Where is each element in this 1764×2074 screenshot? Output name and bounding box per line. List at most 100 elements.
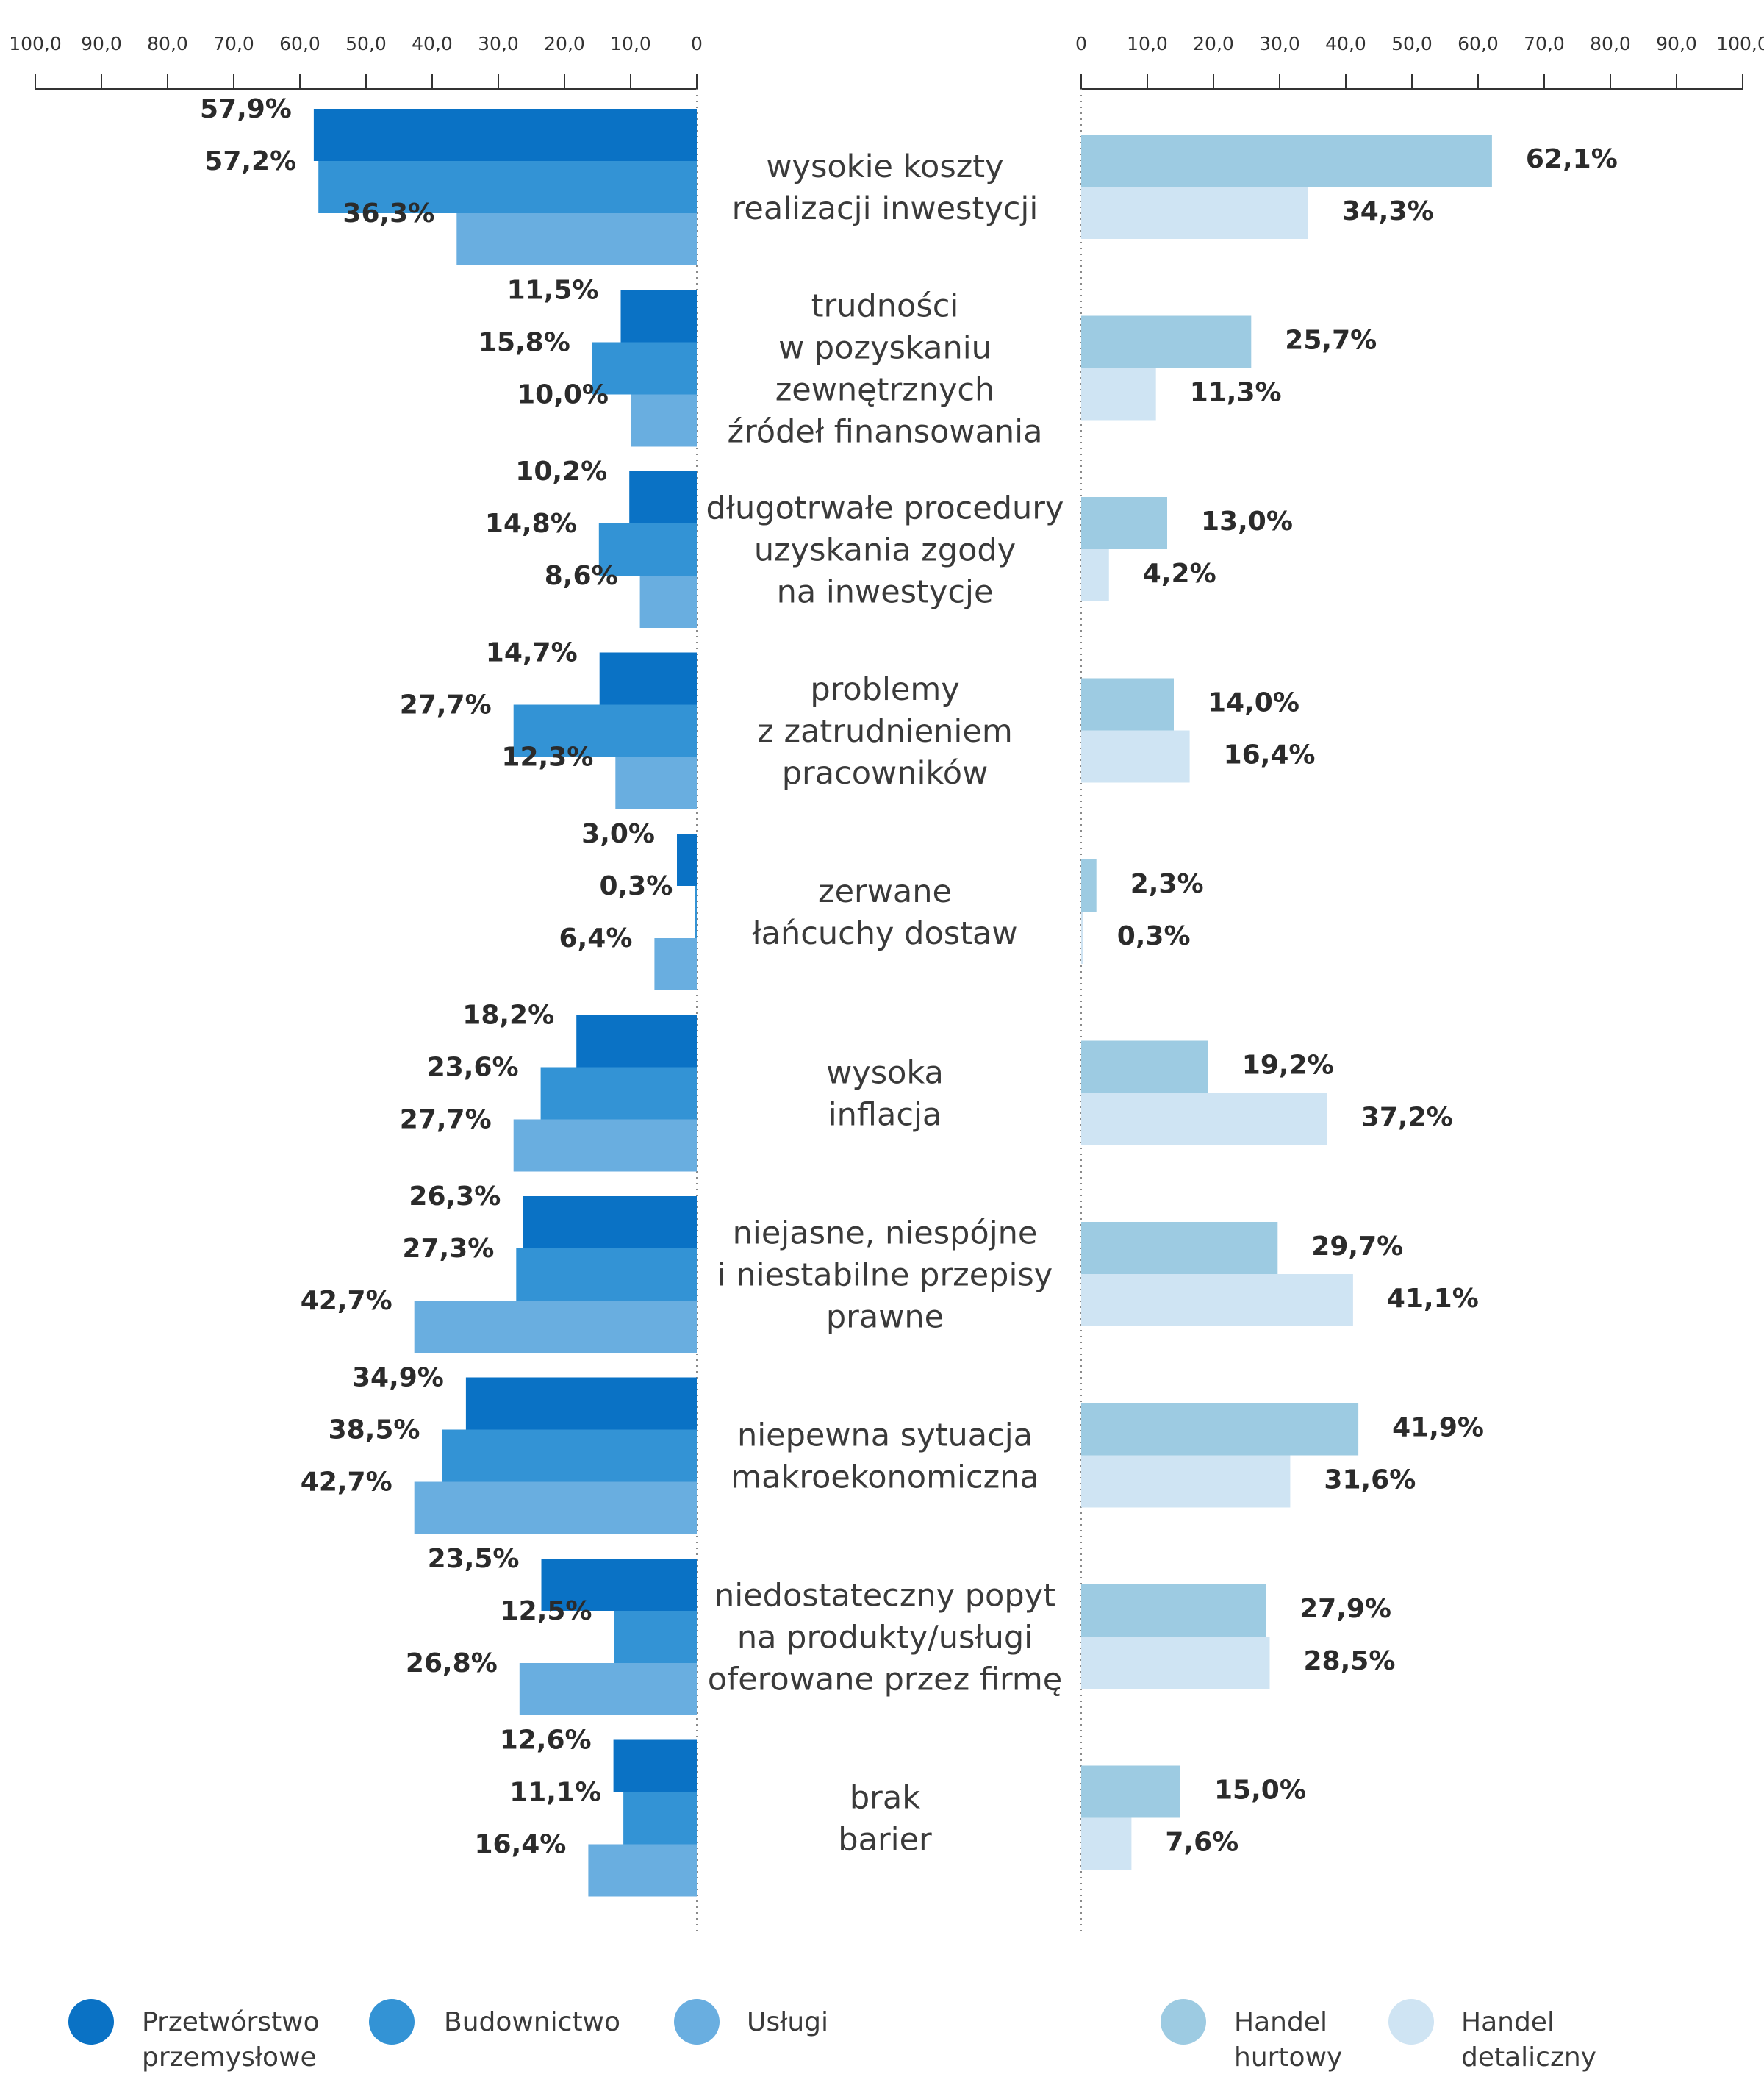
category-label: prawne — [826, 1299, 944, 1336]
bar — [588, 1844, 697, 1897]
legend-label: Przetwórstwo — [142, 2007, 320, 2037]
category-label: na produkty/usługi — [737, 1620, 1033, 1656]
legend-label: Handel — [1234, 2007, 1327, 2037]
data-label: 3,0% — [581, 819, 655, 849]
data-label: 14,7% — [486, 638, 578, 668]
right-axis-tick-label: 60,0 — [1458, 33, 1499, 54]
data-label: 18,2% — [462, 1001, 554, 1031]
bars — [313, 109, 1492, 1897]
bar — [599, 652, 697, 705]
left-axis-tick-label: 70,0 — [213, 33, 254, 54]
bar — [414, 1301, 697, 1353]
data-label: 23,6% — [427, 1053, 519, 1083]
data-label: 11,5% — [507, 276, 599, 306]
bar — [1081, 1584, 1266, 1637]
category-label: trudności — [811, 288, 959, 325]
bar — [519, 1663, 697, 1715]
bar — [1081, 1817, 1132, 1870]
category-label: niedostateczny popyt — [714, 1578, 1055, 1614]
data-label: 34,9% — [352, 1363, 444, 1393]
category-label: brak — [850, 1780, 920, 1817]
bar — [613, 1739, 697, 1792]
left-axis-tick-label: 80,0 — [147, 33, 188, 54]
data-label: 37,2% — [1361, 1103, 1453, 1133]
legend-label: Budownictwo — [444, 2007, 620, 2037]
legend-swatch — [674, 1999, 720, 2045]
right-axis-tick-label: 20,0 — [1193, 33, 1234, 54]
data-label: 19,2% — [1242, 1051, 1334, 1081]
bar — [513, 1119, 697, 1172]
right-axis-tick-label: 0 — [1075, 33, 1087, 54]
legend-swatch — [1388, 1999, 1434, 2045]
data-label: 25,7% — [1285, 326, 1377, 356]
data-label: 10,2% — [515, 457, 607, 487]
data-label: 14,0% — [1208, 688, 1299, 718]
left-axis-tick-label: 60,0 — [279, 33, 320, 54]
bar — [1081, 1637, 1270, 1689]
data-label: 26,8% — [406, 1648, 498, 1678]
bar — [1081, 678, 1174, 731]
bar — [1081, 1274, 1353, 1326]
category-label: niejasne, niespójne — [733, 1215, 1038, 1252]
category-label: łańcuchy dostaw — [752, 915, 1017, 952]
bar — [465, 1377, 697, 1430]
bar — [592, 342, 697, 395]
data-label: 11,1% — [509, 1778, 601, 1808]
data-label: 14,8% — [485, 509, 577, 539]
data-label: 16,4% — [1224, 740, 1316, 770]
left-axis-tick-label: 90,0 — [81, 33, 122, 54]
data-label: 16,4% — [474, 1830, 566, 1860]
right-axis-tick-label: 30,0 — [1259, 33, 1300, 54]
category-labels: wysokie koszty realizacji inwestycji trudn… — [706, 149, 1064, 1859]
data-label: 4,2% — [1143, 559, 1216, 589]
category-label: pracowników — [782, 755, 989, 792]
category-label: i niestabilne przepisy — [717, 1257, 1053, 1294]
bar — [620, 290, 697, 343]
legend-label: Usługi — [747, 2007, 828, 2037]
category-label: oferowane przez firmę — [708, 1662, 1062, 1698]
bar — [456, 213, 697, 265]
category-label: uzyskania zgody — [754, 532, 1016, 569]
left-axis-tick-label: 50,0 — [345, 33, 387, 54]
bar — [1081, 1455, 1291, 1508]
data-label: 12,6% — [500, 1726, 592, 1756]
left-x-axis: 100,0 90,0 80,0 70,0 60,0 50,0 40,0 30,0 20,0 10,… — [9, 33, 703, 90]
bar — [1081, 1222, 1278, 1274]
data-label: 27,3% — [402, 1234, 494, 1264]
bar — [1081, 368, 1156, 421]
data-label: 31,6% — [1324, 1465, 1416, 1495]
data-label: 57,9% — [200, 94, 292, 124]
bar — [1081, 1765, 1180, 1818]
category-label: makroekonomiczna — [731, 1459, 1039, 1496]
data-label: 28,5% — [1304, 1646, 1396, 1676]
category-label: zerwane — [818, 873, 952, 910]
bar — [1081, 549, 1109, 601]
data-label: 27,7% — [400, 1105, 492, 1135]
legend-label: detaliczny — [1461, 2042, 1596, 2073]
bar — [629, 471, 697, 523]
data-label: 36,3% — [343, 199, 434, 229]
data-label: 23,5% — [428, 1544, 520, 1574]
bar — [541, 1559, 697, 1611]
data-label: 7,6% — [1165, 1828, 1238, 1858]
data-label: 8,6% — [545, 561, 618, 591]
bar — [639, 576, 697, 628]
left-axis-tick-label: 0 — [691, 33, 703, 54]
data-label: 42,7% — [301, 1286, 392, 1316]
category-label: problemy — [810, 671, 959, 708]
left-axis-tick-label: 40,0 — [412, 33, 453, 54]
left-axis-tick-label: 100,0 — [9, 33, 62, 54]
right-axis-tick-label: 80,0 — [1590, 33, 1631, 54]
bar — [1081, 1093, 1327, 1145]
category-label: barier — [838, 1822, 932, 1859]
bar — [414, 1481, 697, 1534]
right-axis-tick-label: 100,0 — [1716, 33, 1764, 54]
category-label: na inwestycje — [777, 574, 994, 611]
bar — [1081, 912, 1083, 964]
bar — [442, 1429, 697, 1482]
data-label: 2,3% — [1130, 869, 1204, 899]
right-axis-tick-label: 90,0 — [1656, 33, 1697, 54]
data-label: 0,3% — [599, 871, 673, 901]
data-label: 0,3% — [1117, 921, 1191, 951]
